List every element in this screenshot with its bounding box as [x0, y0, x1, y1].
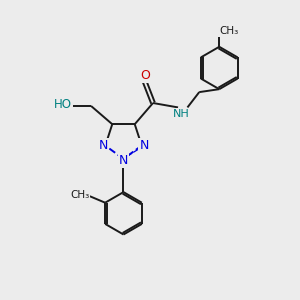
Text: CH₃: CH₃ — [219, 26, 238, 36]
Text: N: N — [140, 139, 149, 152]
Text: CH₃: CH₃ — [70, 190, 89, 200]
Text: N: N — [119, 154, 128, 167]
Text: HO: HO — [54, 98, 72, 111]
Text: NH: NH — [173, 109, 190, 119]
Text: N: N — [98, 139, 108, 152]
Text: O: O — [140, 69, 150, 82]
